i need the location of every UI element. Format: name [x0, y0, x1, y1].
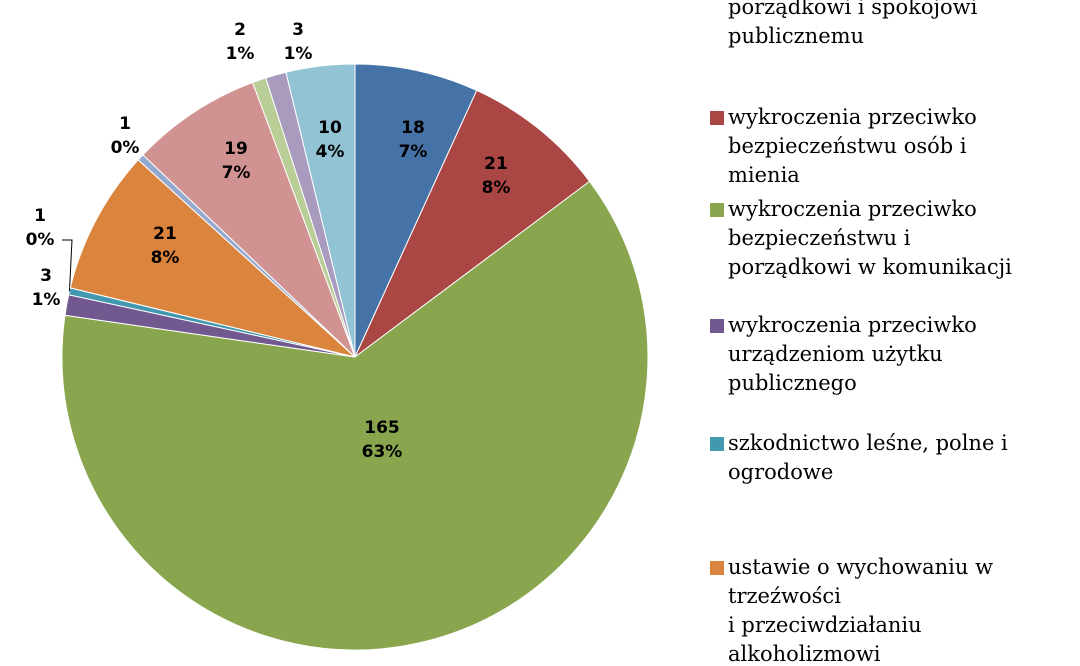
percent-label: 7% — [222, 163, 251, 183]
percent-label: 63% — [362, 442, 403, 462]
value-label: 21 — [153, 224, 177, 244]
legend-line: alkoholizmowi — [728, 642, 881, 666]
value-label: 21 — [484, 154, 508, 174]
legend-swatch — [710, 111, 724, 125]
value-label: 165 — [364, 418, 400, 438]
legend-line: wykroczenia przeciwko — [728, 313, 977, 337]
leader-line — [62, 239, 73, 292]
legend-line: i przeciwdziałaniu — [728, 613, 922, 637]
legend-label: wykroczenia przeciwko bezpieczeństwu osób… — [728, 105, 977, 187]
legend-line: porządkowi i spokojowi — [728, 0, 978, 19]
value-label: 10 — [318, 118, 342, 138]
legend-line: szkodnictwo leśne, polne i — [728, 431, 1008, 455]
legend-label: ustawie o wychowaniu w trzeźwości i przeci… — [728, 555, 993, 666]
value-label: 1 — [119, 114, 131, 134]
legend-line: urządzeniom użytku — [728, 342, 943, 366]
legend-label: wykroczenia przeciwko bezpieczeństwu i por… — [728, 197, 1012, 279]
pie-slice — [142, 81, 356, 358]
percent-label: 8% — [482, 178, 511, 198]
percent-label: 1% — [32, 290, 61, 310]
pie-slice — [354, 89, 591, 358]
value-label: 19 — [224, 139, 248, 159]
legend-line: ogrodowe — [728, 460, 833, 484]
legend-line: bezpieczeństwu i — [728, 226, 911, 250]
value-label: 3 — [40, 266, 52, 286]
percent-label: 0% — [26, 230, 55, 250]
legend-swatch — [710, 561, 724, 575]
percent-label: 1% — [284, 44, 313, 64]
value-label: 3 — [292, 20, 304, 40]
percent-label: 7% — [399, 142, 428, 162]
legend-line: publicznemu — [728, 24, 864, 48]
legend-swatch — [710, 203, 724, 217]
pie-slice — [354, 63, 478, 358]
legend-swatch — [710, 437, 724, 451]
legend-line: porządkowi w komunikacji — [728, 255, 1012, 279]
legend-label: wykroczenia przeciwko urządzeniom użytku p… — [728, 313, 977, 395]
pie-slice — [61, 180, 649, 651]
legend-line: ustawie o wychowaniu w — [728, 555, 993, 579]
value-label: 2 — [234, 20, 246, 40]
legend-label: szkodnictwo leśne, polne i ogrodowe — [728, 431, 1008, 484]
legend-line: wykroczenia przeciwko — [728, 197, 977, 221]
value-label: 1 — [34, 206, 46, 226]
percent-label: 4% — [316, 142, 345, 162]
legend-label: porządkowi i spokojowi publicznemu — [728, 0, 978, 48]
value-label: 18 — [401, 118, 425, 138]
legend-line: trzeźwości — [728, 584, 841, 608]
pie-slice — [285, 63, 356, 358]
percent-label: 1% — [226, 44, 255, 64]
legend-line: wykroczenia przeciwko — [728, 105, 977, 129]
legend-line: publicznego — [728, 371, 857, 395]
pie-slice — [69, 159, 356, 358]
percent-label: 8% — [151, 248, 180, 268]
legend-swatch — [710, 319, 724, 333]
legend-line: mienia — [728, 163, 800, 187]
percent-label: 0% — [111, 138, 140, 158]
legend-line: bezpieczeństwu osób i — [728, 134, 967, 158]
